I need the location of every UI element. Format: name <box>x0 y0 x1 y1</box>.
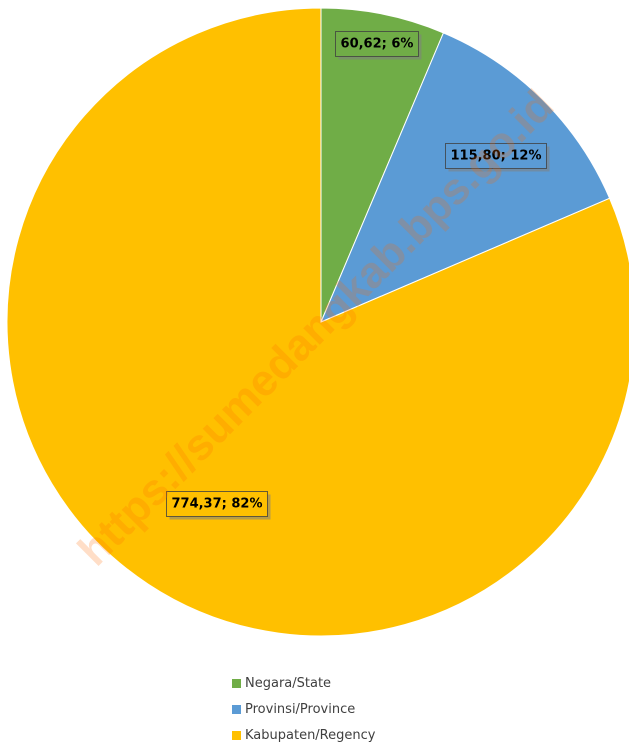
pie-data-labels: 60,62; 6% 115,80; 12% 774,37; 82% <box>166 31 550 520</box>
pie-slice-negara <box>320 7 445 323</box>
legend-item-negara: Negara/State <box>232 670 400 696</box>
data-label-box <box>335 31 419 57</box>
pie-slice-kabupaten <box>6 7 629 637</box>
pie-slice-provinsi <box>320 32 611 323</box>
data-label-text: 774,37; 82% <box>171 497 262 512</box>
data-label-box <box>445 143 547 169</box>
legend-swatch-negara <box>232 678 241 688</box>
legend-swatch-provinsi <box>232 704 241 714</box>
legend: Negara/State Provinsi/Province Kabupaten… <box>232 670 400 748</box>
data-label-provinsi: 115,80; 12% <box>445 143 550 172</box>
data-label-text: 115,80; 12% <box>450 149 541 164</box>
legend-item-provinsi: Provinsi/Province <box>232 696 400 722</box>
data-label-negara: 60,62; 6% <box>335 31 422 60</box>
pie-slices <box>6 7 629 637</box>
data-label-text: 60,62; 6% <box>341 37 414 52</box>
legend-label-negara: Negara/State <box>245 675 332 691</box>
legend-label-kabupaten: Kabupaten/Regency <box>245 727 376 743</box>
legend-label-provinsi: Provinsi/Province <box>245 701 356 717</box>
data-label-box <box>166 491 268 517</box>
legend-swatch-kabupaten <box>232 730 241 740</box>
data-label-kabupaten: 774,37; 82% <box>166 491 271 520</box>
pie-chart: 60,62; 6%115,80; 12%774,37; 82% https://… <box>6 7 629 637</box>
legend-item-kabupaten: Kabupaten/Regency <box>232 722 400 748</box>
